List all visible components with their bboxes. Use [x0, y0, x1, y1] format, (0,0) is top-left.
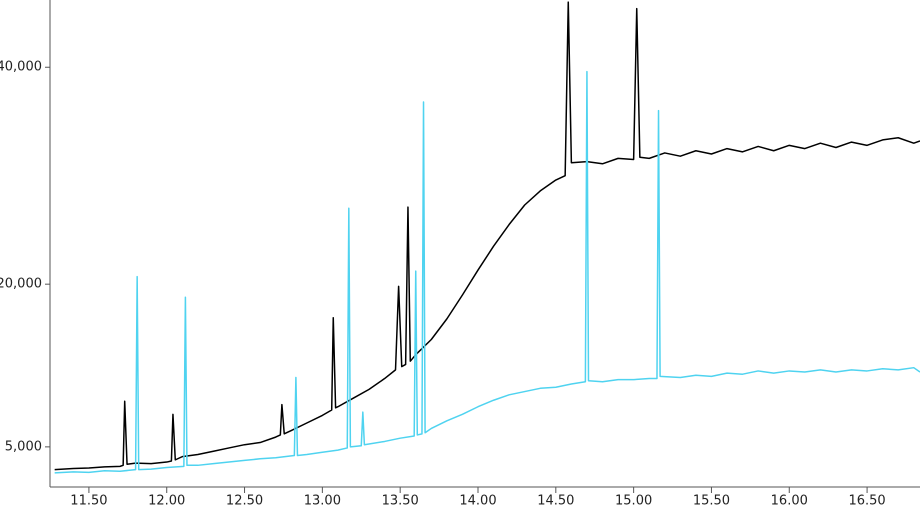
- y-tick-label: 5,000: [5, 439, 42, 454]
- series-line: [54, 70, 920, 474]
- x-tick-label: 11.50: [70, 494, 107, 509]
- y-tick-label: 20,000: [0, 277, 42, 292]
- x-tick-label: 13.50: [382, 494, 419, 509]
- series-line: [54, 1, 920, 471]
- x-tick-label: 16.00: [771, 494, 808, 509]
- y-tick-label: 40,000: [0, 60, 42, 75]
- x-tick-label: 14.50: [537, 494, 574, 509]
- plot-area: [54, 1, 920, 474]
- x-tick-label: 15.00: [615, 494, 652, 509]
- x-tick-label: 15.50: [693, 494, 730, 509]
- x-tick-label: 12.00: [148, 494, 185, 509]
- x-tick-label: 12.50: [226, 494, 263, 509]
- x-tick-label: 13.00: [304, 494, 341, 509]
- x-tick-label: 14.00: [459, 494, 496, 509]
- x-tick-label: 16.50: [848, 494, 885, 509]
